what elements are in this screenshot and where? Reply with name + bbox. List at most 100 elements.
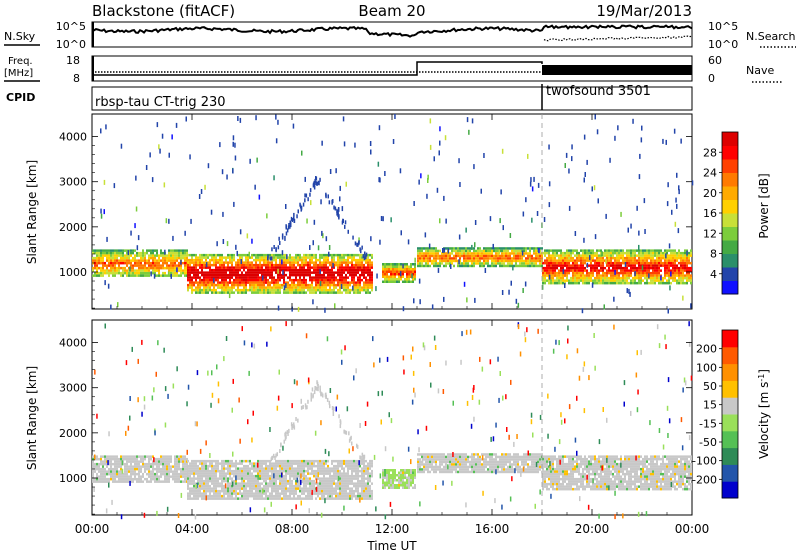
data-point: [142, 266, 144, 270]
data-point: [471, 262, 473, 265]
data-point: [351, 261, 353, 264]
data-point: [674, 254, 676, 257]
data-point: [293, 288, 295, 292]
data-point: [465, 249, 467, 253]
data-point: [509, 252, 511, 255]
data-point: [245, 256, 247, 259]
data-point: [519, 254, 521, 258]
data-point: [98, 457, 100, 461]
data-point: [624, 274, 626, 277]
data-point: [311, 256, 313, 259]
data-point: [176, 472, 178, 476]
data-point: [484, 268, 487, 273]
data-point: [197, 263, 199, 267]
data-point: [223, 263, 225, 267]
data-point: [150, 465, 152, 468]
data-point: [283, 482, 285, 485]
data-point: [596, 276, 598, 280]
data-point: [636, 271, 638, 275]
data-point: [338, 215, 340, 220]
data-point: [113, 183, 116, 189]
data-point: [182, 475, 184, 478]
data-point: [402, 273, 404, 276]
data-point: [150, 264, 152, 267]
data-point: [355, 273, 357, 277]
data-point: [132, 256, 134, 260]
data-point: [164, 256, 166, 260]
data-point: [285, 204, 287, 209]
data-point: [247, 266, 249, 269]
data-point: [187, 467, 189, 470]
data-point: [414, 275, 416, 278]
data-point: [130, 271, 132, 275]
data-point: [546, 259, 548, 262]
data-point: [209, 494, 211, 498]
data-point: [287, 286, 289, 289]
data-point: [215, 494, 217, 498]
data-point: [193, 263, 195, 267]
data-point: [259, 268, 261, 272]
data-point: [267, 286, 269, 289]
data-point: [195, 497, 197, 500]
data-point: [327, 283, 329, 287]
data-point: [176, 271, 178, 275]
data-point: [243, 291, 245, 294]
data-point: [560, 249, 562, 252]
data-point: [195, 477, 197, 480]
data-point: [207, 482, 209, 485]
data-point: [634, 276, 636, 280]
data-point: [503, 254, 505, 258]
data-point: [424, 232, 427, 238]
data-point: [221, 256, 223, 259]
data-point: [233, 484, 235, 488]
data-point: [138, 470, 140, 473]
data-point: [174, 460, 176, 463]
data-point: [501, 249, 503, 253]
data-point: [100, 472, 102, 476]
data-point: [686, 250, 688, 256]
data-point: [162, 470, 164, 473]
data-point: [189, 469, 191, 473]
data-point: [501, 247, 503, 250]
data-point: [640, 137, 643, 143]
data-point: [287, 462, 289, 465]
data-point: [271, 278, 273, 282]
data-point: [497, 259, 499, 263]
data-point: [285, 469, 287, 473]
data-point: [531, 262, 533, 265]
data-point: [261, 477, 263, 480]
data-point: [512, 265, 514, 271]
data-point: [604, 276, 606, 280]
data-point: [235, 288, 237, 292]
data-point: [118, 259, 120, 262]
data-point: [546, 279, 548, 282]
data-point: [319, 263, 321, 267]
data-point: [223, 276, 225, 279]
data-point: [666, 271, 668, 275]
data-point: [231, 263, 233, 267]
data-point: [491, 252, 493, 255]
data-point: [287, 472, 289, 475]
data-point: [634, 279, 636, 282]
data-point: [112, 274, 114, 277]
data-point: [265, 281, 267, 284]
data-point: [628, 256, 630, 260]
data-point: [92, 251, 94, 255]
data-point: [408, 270, 410, 273]
data-point: [574, 281, 576, 285]
data-point: [235, 278, 237, 282]
data-point: [523, 247, 525, 250]
data-point: [201, 467, 203, 470]
data-point: [542, 281, 544, 285]
data-point: [223, 492, 225, 495]
data-point: [312, 299, 314, 305]
data-point: [291, 484, 293, 488]
data-point: [116, 249, 118, 252]
data-point: [231, 258, 233, 262]
data-point: [584, 274, 586, 277]
data-point: [116, 457, 118, 461]
data-point: [594, 281, 596, 285]
data-point: [164, 254, 166, 257]
data-point: [642, 249, 644, 252]
data-point: [229, 484, 231, 488]
